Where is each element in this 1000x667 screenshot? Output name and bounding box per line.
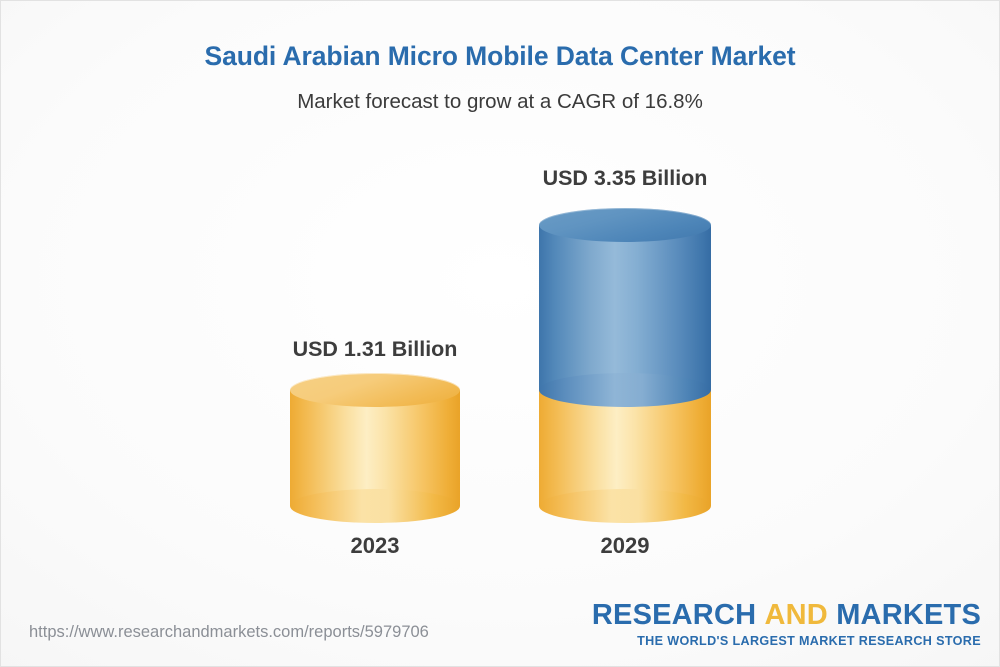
segment-body: [290, 390, 460, 506]
logo-word-markets: MARKETS: [836, 599, 981, 631]
logo-wordmark: RESEARCH AND MARKETS: [592, 601, 981, 630]
research-and-markets-logo[interactable]: RESEARCH AND MARKETS THE WORLD'S LARGEST…: [592, 601, 981, 649]
segment-bottom-cap: [539, 373, 711, 407]
bar-segment-2029-base: [539, 390, 711, 523]
chart-title: Saudi Arabian Micro Mobile Data Center M…: [204, 41, 796, 71]
logo-word-research: RESEARCH: [591, 599, 757, 631]
segment-body: [539, 225, 711, 390]
bar-cylinder-2029: [539, 208, 711, 523]
logo-tagline: THE WORLD'S LARGEST MARKET RESEARCH STOR…: [637, 634, 981, 648]
logo-word-and: AND: [764, 599, 828, 631]
segment-top-cap: [290, 373, 460, 407]
axis-label-2029: 2029: [600, 533, 650, 558]
bar-segment-2023-base: [290, 373, 460, 523]
bar-cylinder-2023: [290, 373, 460, 523]
report-url[interactable]: https://www.researchandmarkets.com/repor…: [29, 623, 429, 641]
axis-label-2023: 2023: [350, 533, 400, 558]
bar-segment-2029-growth: [539, 208, 711, 407]
segment-bottom-cap: [290, 489, 460, 523]
segment-bottom-cap: [539, 489, 711, 523]
bar-value-label-2023: USD 1.31 Billion: [292, 337, 458, 361]
segment-top-cap: [539, 208, 711, 242]
segment-body: [539, 390, 711, 506]
bar-value-label-2029: USD 3.35 Billion: [542, 166, 708, 190]
chart-subtitle: Market forecast to grow at a CAGR of 16.…: [297, 90, 703, 113]
